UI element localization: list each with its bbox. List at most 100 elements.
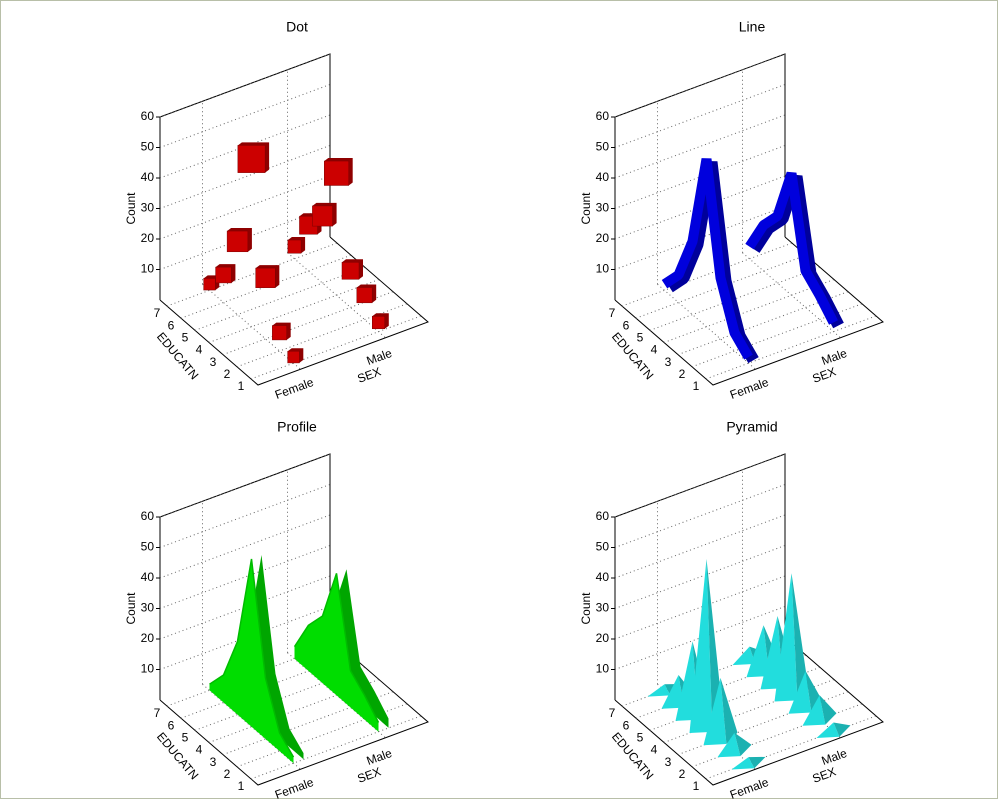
x-tick-label: 5 xyxy=(637,731,644,745)
floor-grid-line xyxy=(287,252,386,339)
pyramid-face xyxy=(647,684,671,697)
pyramid-face xyxy=(703,677,727,746)
chart-title: Profile xyxy=(277,419,317,435)
y-tick-label: 40 xyxy=(596,570,610,584)
x-tick-label: 4 xyxy=(196,743,203,757)
y-tick-label: 50 xyxy=(141,140,155,154)
pyramid-face xyxy=(788,670,812,714)
y-tick-label: 60 xyxy=(596,509,610,523)
y-tick-label: 50 xyxy=(596,540,610,554)
y-tick-label: 50 xyxy=(141,540,155,554)
x-tick-label: 6 xyxy=(623,318,630,332)
y-tick-label: 10 xyxy=(141,662,155,676)
chart-title: Pyramid xyxy=(726,419,777,435)
dot xyxy=(312,205,333,227)
y-tick-label: 60 xyxy=(141,509,155,523)
pyramid-face xyxy=(731,757,755,770)
profile-line xyxy=(293,573,380,723)
y-tick-label: 10 xyxy=(596,262,610,276)
floor-grid-line xyxy=(657,283,756,370)
x-tick-label: 4 xyxy=(651,343,658,357)
y-tick-label: 60 xyxy=(141,109,155,123)
x-tick-label: 5 xyxy=(637,331,644,345)
dot xyxy=(371,316,386,330)
y-tick-label: 40 xyxy=(141,170,155,184)
pyramid-face xyxy=(760,616,784,690)
x-tick-label: 6 xyxy=(623,718,630,732)
x-tick-label: 7 xyxy=(154,706,161,720)
area-fill xyxy=(209,559,294,764)
x-tick-label: 5 xyxy=(182,331,189,345)
x-tick-label: 7 xyxy=(154,306,161,320)
profile-line xyxy=(209,558,295,758)
pyramid-face xyxy=(661,675,685,709)
x-tick-label: 2 xyxy=(679,367,686,381)
x-tick-label: 2 xyxy=(224,767,231,781)
y-axis-label: Count xyxy=(124,192,138,225)
x-tick-label: 7 xyxy=(609,306,616,320)
dot xyxy=(226,230,249,253)
y-tick-label: 20 xyxy=(596,231,610,245)
x-tick-label: 6 xyxy=(168,718,175,732)
x-tick-label: 2 xyxy=(679,767,686,781)
y-tick-label: 40 xyxy=(596,170,610,184)
dot xyxy=(203,278,216,291)
x-tick-label: 5 xyxy=(182,731,189,745)
dot xyxy=(287,350,300,364)
pyramid-face xyxy=(774,573,798,702)
pyramid-face xyxy=(802,695,826,726)
pyramid xyxy=(734,732,752,757)
x-tick-label: 1 xyxy=(693,779,700,793)
area-fill xyxy=(294,573,379,732)
y-tick-label: 40 xyxy=(141,570,155,584)
chart-title: Dot xyxy=(286,19,308,35)
x-tick-label: 3 xyxy=(210,355,217,369)
x-tick-label: 4 xyxy=(651,743,658,757)
x-tick-label: 3 xyxy=(665,755,672,769)
y-tick-label: 20 xyxy=(141,631,155,645)
dot xyxy=(255,267,276,288)
pyramid-face xyxy=(717,732,741,758)
pyramid-face xyxy=(689,559,713,733)
dot xyxy=(237,145,266,173)
ribbon-line xyxy=(745,171,838,325)
x-tick-label: 1 xyxy=(238,379,245,393)
dot xyxy=(341,262,360,280)
x-tick-label: 3 xyxy=(665,355,672,369)
pyramid-face xyxy=(732,646,756,666)
y-tick-label: 10 xyxy=(141,262,155,276)
pyramid xyxy=(748,756,766,769)
y-tick-label: 20 xyxy=(141,231,155,245)
dot xyxy=(272,325,287,341)
pyramid xyxy=(833,722,851,737)
x-tick-label: 7 xyxy=(609,706,616,720)
y-axis-label: Count xyxy=(579,592,593,625)
ribbon-line xyxy=(661,158,753,360)
dot xyxy=(324,160,349,186)
y-tick-label: 20 xyxy=(596,631,610,645)
x-tick-label: 6 xyxy=(168,318,175,332)
y-tick-label: 50 xyxy=(596,140,610,154)
pyramid xyxy=(791,573,809,701)
x-tick-label: 4 xyxy=(196,343,203,357)
pyramid-face xyxy=(746,625,770,678)
y-axis-label: Count xyxy=(124,592,138,625)
panel: Line102030405060Count1234567EDUCATNFemal… xyxy=(579,19,884,402)
y-axis-label: Count xyxy=(579,192,593,225)
pyramid xyxy=(720,677,738,744)
y-tick-label: 30 xyxy=(141,601,155,615)
y-tick-label: 60 xyxy=(596,109,610,123)
dot xyxy=(287,239,302,254)
y-tick-label: 30 xyxy=(141,201,155,215)
y-tick-label: 30 xyxy=(596,201,610,215)
y-tick-label: 30 xyxy=(596,601,610,615)
floor-grid-line xyxy=(202,283,301,370)
dot xyxy=(215,266,232,284)
dot xyxy=(356,287,373,304)
pyramid xyxy=(819,695,837,725)
x-tick-label: 3 xyxy=(210,755,217,769)
pyramid-face xyxy=(816,722,840,738)
x-tick-label: 1 xyxy=(238,779,245,793)
